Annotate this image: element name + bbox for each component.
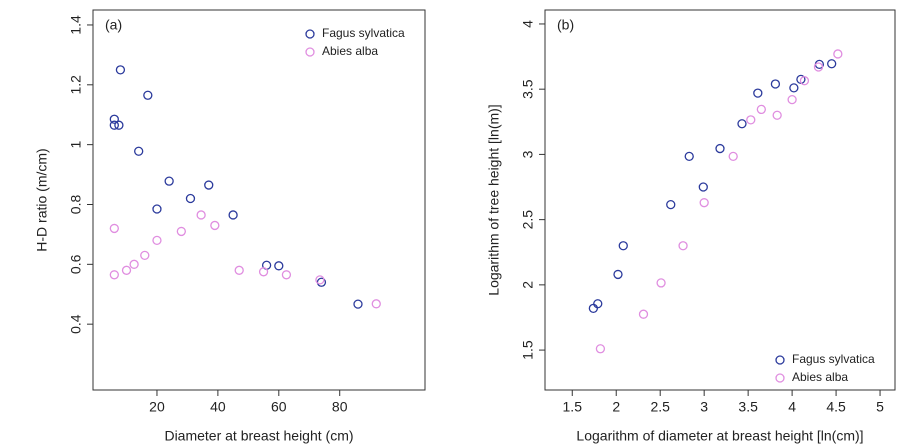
- point: [715, 143, 725, 154]
- point: [698, 182, 708, 192]
- point: [593, 299, 603, 309]
- point: [164, 176, 174, 186]
- y-tick-label: 4: [520, 20, 536, 28]
- x-tick-label: 3.5: [738, 399, 758, 415]
- y-tick-label: 1.5: [520, 340, 536, 360]
- point: [613, 269, 623, 280]
- point: [176, 226, 186, 237]
- point: [258, 267, 269, 277]
- x-tick-label: 1.5: [563, 399, 583, 415]
- x-tick-label: 40: [210, 399, 226, 415]
- point: [638, 309, 649, 319]
- point: [746, 115, 756, 125]
- point: [770, 79, 781, 89]
- point: [109, 120, 119, 130]
- x-tick-label: 2.5: [650, 399, 670, 415]
- point: [109, 223, 119, 234]
- point: [274, 261, 284, 271]
- point: [684, 151, 694, 162]
- point: [143, 90, 153, 100]
- point: [152, 204, 162, 214]
- point: [234, 265, 244, 275]
- point: [109, 114, 119, 124]
- y-tick-label: 2: [520, 281, 536, 289]
- point: [115, 65, 126, 75]
- y-axis-label: H-D ratio (m/cm): [34, 148, 50, 251]
- point: [134, 146, 144, 156]
- point: [833, 49, 843, 59]
- y-tick-label: 1: [68, 141, 84, 149]
- point: [756, 104, 766, 115]
- point: [737, 119, 747, 129]
- legend-label: Abies alba: [792, 370, 848, 384]
- x-tick-label: 3: [700, 399, 708, 415]
- point: [789, 83, 799, 93]
- point: [109, 270, 119, 280]
- x-tick-label: 20: [149, 399, 165, 415]
- x-tick-label: 4: [788, 399, 796, 415]
- point: [772, 110, 782, 120]
- y-tick-label: 3: [520, 150, 536, 158]
- y-tick-label: 1.2: [68, 75, 84, 95]
- point: [152, 235, 162, 246]
- point: [140, 250, 150, 261]
- plot-box: [544, 9, 896, 391]
- x-tick-label: 5: [876, 399, 884, 415]
- point: [787, 94, 797, 105]
- y-tick-label: 2.5: [520, 210, 536, 230]
- point: [353, 299, 363, 309]
- point: [813, 62, 824, 72]
- x-tick-label: 60: [271, 399, 287, 415]
- legend-marker: [305, 47, 315, 57]
- x-tick-label: 80: [332, 399, 348, 415]
- point: [595, 344, 606, 354]
- point: [210, 220, 220, 231]
- point: [204, 180, 214, 190]
- point: [114, 120, 124, 130]
- point: [618, 241, 628, 251]
- point: [121, 265, 132, 275]
- panel-label: (a): [105, 17, 122, 33]
- y-tick-label: 0.4: [68, 314, 84, 334]
- legend-marker: [305, 29, 315, 39]
- legend-label: Fagus sylvatica: [322, 26, 405, 40]
- point: [666, 199, 676, 210]
- point: [656, 278, 666, 288]
- point: [753, 88, 763, 98]
- y-tick-label: 0.8: [68, 195, 84, 215]
- point: [129, 259, 139, 269]
- legend-marker: [775, 373, 785, 383]
- y-tick-label: 1.4: [68, 15, 84, 35]
- legend-label: Abies alba: [322, 44, 378, 58]
- point: [316, 277, 327, 287]
- legend-marker: [775, 355, 785, 365]
- panel-label: (b): [557, 17, 574, 33]
- y-axis-label: Logarithm of tree height [ln(m)]: [486, 104, 502, 295]
- point: [728, 151, 738, 162]
- plot-box: [92, 9, 426, 391]
- x-tick-label: 2: [612, 399, 620, 415]
- point: [228, 210, 238, 220]
- point: [281, 270, 292, 280]
- x-axis-label: Logarithm of diameter at breast height […: [576, 428, 863, 444]
- point: [315, 275, 325, 285]
- point: [699, 198, 709, 208]
- point: [799, 76, 810, 86]
- point: [588, 303, 599, 313]
- legend-label: Fagus sylvatica: [792, 352, 875, 366]
- y-tick-label: 3.5: [520, 79, 536, 99]
- point: [185, 193, 196, 204]
- point: [371, 299, 381, 309]
- point: [678, 241, 688, 251]
- x-tick-label: 4.5: [826, 399, 846, 415]
- x-axis-label: Diameter at breast height (cm): [164, 428, 353, 444]
- y-tick-label: 0.6: [68, 254, 84, 274]
- point: [827, 59, 837, 69]
- point: [196, 210, 206, 220]
